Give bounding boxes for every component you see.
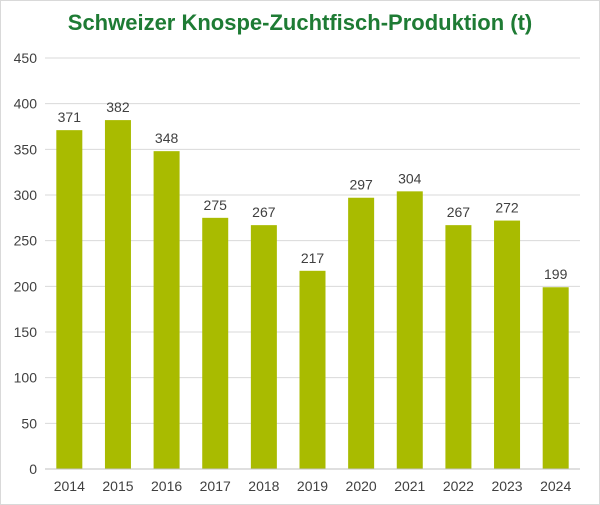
x-tick-label: 2024: [540, 478, 571, 494]
x-tick-label: 2016: [151, 478, 182, 494]
data-label: 348: [155, 130, 179, 146]
x-tick-label: 2017: [200, 478, 231, 494]
y-tick-label: 350: [14, 141, 38, 157]
bar: [396, 191, 423, 469]
bar: [445, 225, 472, 469]
data-label: 297: [349, 177, 373, 193]
data-label: 275: [204, 197, 228, 213]
data-label: 267: [252, 204, 276, 220]
y-tick-label: 200: [14, 278, 38, 294]
bar: [104, 120, 131, 470]
chart-title: Schweizer Knospe-Zuchtfisch-Produktion (…: [67, 10, 533, 35]
data-label: 217: [301, 250, 325, 266]
bar: [348, 197, 375, 470]
data-label: 267: [447, 204, 471, 220]
x-tick-label: 2020: [346, 478, 377, 494]
y-tick-label: 450: [14, 50, 38, 66]
x-tick-label: 2019: [297, 478, 328, 494]
y-tick-label: 250: [14, 233, 38, 249]
bar: [494, 220, 521, 469]
y-tick-label: 150: [14, 324, 38, 340]
data-label: 272: [495, 200, 519, 216]
x-tick-label: 2014: [54, 478, 85, 494]
y-tick-label: 100: [14, 370, 38, 386]
y-tick-label: 50: [21, 415, 37, 431]
data-label: 382: [106, 99, 130, 115]
y-tick-label: 300: [14, 187, 38, 203]
data-label: 304: [398, 170, 422, 186]
bar: [250, 225, 277, 469]
bar: [153, 151, 180, 469]
x-tick-label: 2018: [248, 478, 279, 494]
bar: [299, 270, 326, 469]
bar: [542, 287, 569, 469]
x-tick-label: 2022: [443, 478, 474, 494]
x-tick-label: 2023: [491, 478, 522, 494]
x-tick-label: 2015: [102, 478, 133, 494]
bar: [56, 130, 83, 470]
x-tick-label: 2021: [394, 478, 425, 494]
y-tick-label: 400: [14, 96, 38, 112]
bar: [202, 217, 229, 469]
data-label: 199: [544, 266, 568, 282]
y-tick-label: 0: [29, 461, 37, 477]
data-label: 371: [58, 109, 82, 125]
